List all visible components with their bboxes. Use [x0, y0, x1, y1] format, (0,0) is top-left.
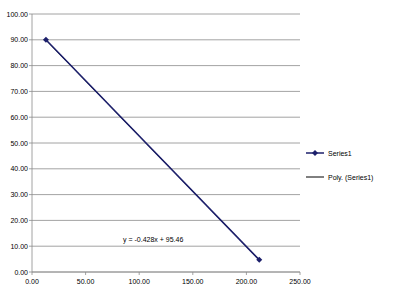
y-tick-label: 70.00 [10, 88, 28, 95]
x-axis [32, 272, 300, 273]
grid-line [32, 91, 300, 92]
grid-line [32, 117, 300, 118]
y-tick-label: 50.00 [10, 140, 28, 147]
y-tick [29, 14, 32, 15]
y-tick [29, 194, 32, 195]
x-tick [300, 272, 301, 275]
data-point [43, 37, 49, 43]
y-tick-label: 30.00 [10, 191, 28, 198]
legend-line [306, 177, 324, 178]
grid-line [32, 39, 300, 40]
grid-line [32, 272, 300, 273]
legend-label: Poly. (Series1) [328, 174, 373, 182]
y-tick [29, 117, 32, 118]
grid-line [32, 14, 300, 15]
x-tick [139, 272, 140, 275]
y-tick-label: 80.00 [10, 62, 28, 69]
x-tick-label: 200.00 [236, 278, 258, 285]
y-tick-label: 60.00 [10, 114, 28, 121]
grid-line [32, 168, 300, 169]
y-tick-label: 40.00 [10, 165, 28, 172]
x-tick-label: 100.00 [128, 278, 150, 285]
y-tick [29, 39, 32, 40]
x-tick [192, 272, 193, 275]
x-tick-label: 150.00 [182, 278, 204, 285]
x-tick [32, 272, 33, 275]
legend-label: Series1 [328, 150, 352, 157]
series-group [43, 37, 262, 263]
y-tick-label: 20.00 [10, 217, 28, 224]
y-tick-label: 100.00 [7, 11, 29, 18]
x-tick [85, 272, 86, 275]
grid-line [32, 143, 300, 144]
x-tick-label: 50.00 [77, 278, 95, 285]
grid-line [32, 220, 300, 221]
x-tick-label: 250.00 [289, 278, 311, 285]
data-point [256, 257, 262, 263]
y-tick-label: 0.00 [14, 269, 28, 276]
trend-line [46, 40, 259, 260]
x-tick-label: 0.00 [25, 278, 39, 285]
background [0, 0, 400, 307]
y-tick-label: 10.00 [10, 243, 28, 250]
annotation: y = -0.428x + 95.46 [123, 236, 183, 244]
legend-marker [312, 150, 318, 156]
y-axis [32, 14, 33, 272]
chart: 0.00 10.00 20.00 30.00 40.00 50.00 60.00 70.00 8… [0, 0, 400, 307]
series-line [46, 40, 259, 260]
y-tick [29, 220, 32, 221]
grid-line [32, 246, 300, 247]
y-tick [29, 91, 32, 92]
grid-line [32, 194, 300, 195]
y-tick [29, 168, 32, 169]
x-tick [246, 272, 247, 275]
y-tick [29, 65, 32, 66]
y-tick-label: 90.00 [10, 36, 28, 43]
y-tick [29, 246, 32, 247]
y-tick [29, 272, 32, 273]
y-tick [29, 143, 32, 144]
